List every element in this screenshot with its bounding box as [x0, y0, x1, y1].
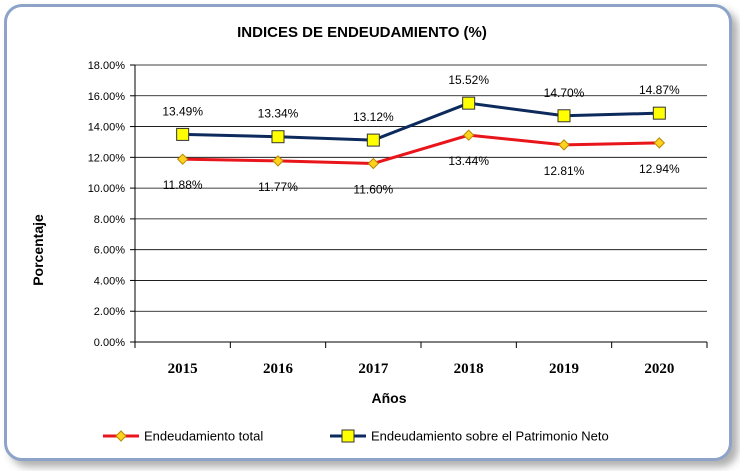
y-tick-label: 10.00%: [88, 183, 126, 195]
y-tick-label: 8.00%: [94, 214, 125, 226]
y-tick-label: 2.00%: [94, 306, 125, 318]
x-tick-label: 2015: [168, 361, 198, 377]
data-label: 14.87%: [639, 83, 680, 97]
data-label: 11.77%: [258, 180, 298, 194]
data-label: 13.12%: [353, 110, 394, 124]
data-point: [366, 133, 380, 147]
x-tick-label: 2017: [358, 361, 389, 377]
series-layer: 11.88% 11.77% 11.60% 13.44% 12.81% 12.94% 13.4…: [162, 73, 680, 196]
data-point: [271, 130, 285, 144]
data-point: [462, 129, 475, 141]
series-line: [182, 133, 660, 165]
data-label: 12.81%: [544, 164, 585, 178]
data-label: 13.49%: [162, 104, 203, 118]
x-tick-label: 2020: [644, 361, 674, 377]
y-axis-ticks: 0.00% 2.00% 4.00% 6.00% 8.00% 10.00% 12.00% 14.…: [88, 60, 126, 349]
x-axis-label: Años: [372, 390, 407, 406]
data-label: 15.52%: [448, 73, 489, 87]
legend: Endeudamiento total Endeudamiento sobre e…: [103, 429, 609, 444]
y-tick-label: 12.00%: [88, 152, 126, 164]
data-label: 11.88%: [163, 178, 203, 192]
legend-label: Endeudamiento sobre el Patrimonio Neto: [371, 429, 609, 444]
y-tick-label: 0.00%: [94, 337, 125, 349]
data-point: [176, 153, 189, 165]
series-1: 11.88% 11.77% 11.60% 13.44% 12.81% 12.94%: [163, 129, 680, 196]
x-tick-label: 2016: [263, 361, 294, 377]
data-label: 11.60%: [353, 182, 393, 196]
data-point: [557, 109, 571, 123]
chart-title: INDICES DE ENDEUDAMIENTO (%): [237, 24, 487, 41]
data-point: [176, 127, 190, 141]
data-label: 13.34%: [258, 107, 299, 121]
data-point: [558, 139, 570, 151]
data-point: [652, 106, 666, 120]
y-tick-label: 14.00%: [88, 122, 126, 134]
legend-marker: [115, 430, 127, 442]
x-tick-label: 2018: [454, 361, 484, 377]
x-axis-ticks: 2015 2016 2017 2018 2019 2020: [168, 361, 675, 377]
data-label: 13.44%: [448, 154, 489, 168]
gridlines: [130, 64, 708, 348]
legend-marker: [341, 429, 355, 443]
y-axis-label: Porcentaje: [30, 214, 46, 286]
legend-label: Endeudamiento total: [144, 429, 263, 444]
x-tick-label: 2019: [549, 361, 579, 377]
data-label: 14.70%: [544, 86, 585, 100]
y-tick-label: 4.00%: [94, 275, 125, 287]
data-point: [367, 157, 380, 170]
y-tick-label: 18.00%: [88, 60, 126, 72]
series-2: 13.49% 13.34% 13.12% 15.52% 14.70% 14.87%: [162, 73, 680, 147]
series-line: [182, 101, 660, 142]
y-tick-label: 16.00%: [88, 91, 126, 103]
chart-frame: [4, 4, 732, 461]
data-point: [272, 155, 284, 167]
data-point: [462, 96, 476, 110]
data-label: 12.94%: [639, 162, 680, 176]
y-tick-label: 6.00%: [94, 245, 125, 257]
data-point: [653, 137, 666, 149]
